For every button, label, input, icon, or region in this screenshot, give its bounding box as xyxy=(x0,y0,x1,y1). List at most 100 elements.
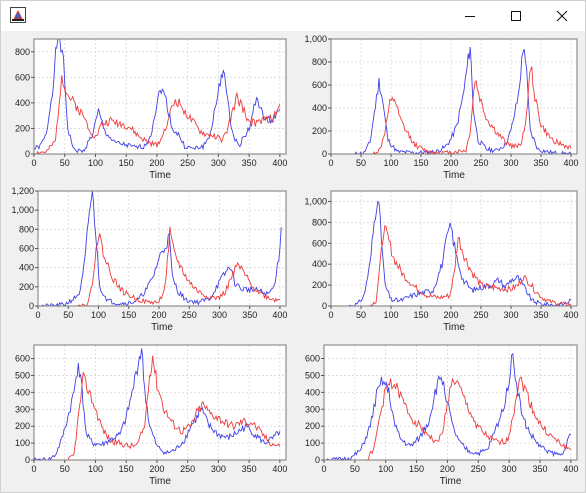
y-tick-label: 1,200 xyxy=(11,186,34,196)
maximize-button[interactable] xyxy=(493,1,539,31)
x-tick-label: 0 xyxy=(321,464,326,474)
x-tick-label: 350 xyxy=(533,158,548,168)
x-tick-label: 250 xyxy=(473,310,488,320)
x-tick-label: 250 xyxy=(471,464,486,474)
y-tick-label: 600 xyxy=(305,354,320,364)
x-tick-label: 300 xyxy=(211,464,226,474)
y-tick-label: 400 xyxy=(19,263,34,273)
x-tick-label: 400 xyxy=(563,310,578,320)
x-tick-label: 150 xyxy=(121,310,136,320)
y-tick-label: 0 xyxy=(322,301,327,311)
plot-area xyxy=(331,39,577,154)
x-axis-label: Time xyxy=(443,170,465,181)
y-tick-label: 800 xyxy=(312,57,327,67)
x-tick-label: 0 xyxy=(328,158,333,168)
plot-frame xyxy=(330,38,578,155)
x-tick-label: 200 xyxy=(440,464,455,474)
x-axis-label: Time xyxy=(149,170,171,181)
x-tick-label: 250 xyxy=(182,310,197,320)
series-line-blue xyxy=(38,190,282,308)
y-tick-label: 200 xyxy=(15,123,30,133)
x-tick-label: 150 xyxy=(413,310,428,320)
y-tick-label: 800 xyxy=(15,47,30,57)
y-tick-label: 500 xyxy=(305,370,320,380)
y-tick-label: 0 xyxy=(29,301,34,311)
x-tick-label: 50 xyxy=(60,158,70,168)
series-line-red xyxy=(34,355,281,461)
minimize-button[interactable] xyxy=(447,1,493,31)
close-icon xyxy=(556,10,568,22)
minimize-icon xyxy=(465,16,475,17)
x-tick-label: 50 xyxy=(350,464,360,474)
y-tick-label: 600 xyxy=(19,244,34,254)
x-tick-label: 350 xyxy=(242,158,257,168)
x-tick-label: 150 xyxy=(119,158,134,168)
y-tick-label: 200 xyxy=(19,282,34,292)
x-tick-label: 350 xyxy=(532,464,547,474)
x-axis-label: Time xyxy=(151,322,173,333)
y-tick-label: 100 xyxy=(305,438,320,448)
x-tick-label: 50 xyxy=(60,464,70,474)
y-tick-label: 1,000 xyxy=(304,34,327,44)
x-tick-label: 400 xyxy=(272,158,287,168)
x-tick-label: 100 xyxy=(88,158,103,168)
chart-panel-2: 0 50 100 150 200 250 300 350 400 0 200 400 600 800 1,0… xyxy=(304,34,578,181)
x-tick-label: 350 xyxy=(533,310,548,320)
x-tick-label: 0 xyxy=(31,464,36,474)
y-tick-label: 600 xyxy=(312,238,327,248)
chart-grid: 0 50 100 150 200 250 300 350 400 0 200 400 600 800 Tim… xyxy=(11,34,579,487)
plot-area xyxy=(331,191,577,306)
chart-panel-6: 0 50 100 150 200 250 300 350 400 0 100 200 300 400 500… xyxy=(305,344,578,487)
x-tick-label: 100 xyxy=(88,464,103,474)
plot-frame xyxy=(330,190,578,307)
x-tick-label: 300 xyxy=(212,310,227,320)
y-tick-label: 100 xyxy=(15,438,30,448)
y-tick-label: 200 xyxy=(15,421,30,431)
title-bar[interactable] xyxy=(1,1,585,31)
x-tick-label: 400 xyxy=(563,158,578,168)
plot-area xyxy=(34,39,286,154)
x-tick-label: 0 xyxy=(35,310,40,320)
series-line-blue xyxy=(33,38,281,154)
x-tick-label: 150 xyxy=(119,464,134,474)
chart-panel-1: 0 50 100 150 200 250 300 350 400 0 200 400 600 800 Tim… xyxy=(15,38,287,181)
y-tick-label: 200 xyxy=(312,280,327,290)
series-line-blue xyxy=(33,348,281,461)
plot-frame xyxy=(33,38,287,155)
x-tick-label: 300 xyxy=(503,310,518,320)
x-tick-label: 0 xyxy=(31,158,36,168)
series-line-red xyxy=(38,226,281,307)
x-tick-label: 400 xyxy=(563,464,578,474)
x-tick-label: 50 xyxy=(356,310,366,320)
y-tick-label: 200 xyxy=(312,126,327,136)
x-tick-label: 100 xyxy=(383,310,398,320)
plot-area xyxy=(324,345,577,460)
plot-frame xyxy=(33,344,287,461)
maximize-icon xyxy=(511,11,521,21)
close-button[interactable] xyxy=(539,1,585,31)
y-tick-label: 0 xyxy=(25,455,30,465)
y-tick-label: 800 xyxy=(312,217,327,227)
series-line-red xyxy=(331,224,572,307)
y-tick-label: 0 xyxy=(315,455,320,465)
x-tick-label: 0 xyxy=(328,310,333,320)
y-tick-label: 400 xyxy=(312,103,327,113)
y-tick-label: 200 xyxy=(305,421,320,431)
y-tick-label: 600 xyxy=(312,80,327,90)
x-tick-label: 200 xyxy=(443,158,458,168)
java-app-icon xyxy=(10,7,26,23)
x-tick-label: 200 xyxy=(149,464,164,474)
chart-panel-4: 0 50 100 150 200 250 300 350 400 0 200 400 600 800 1,0… xyxy=(304,190,579,333)
y-tick-label: 0 xyxy=(322,149,327,159)
x-axis-label: Time xyxy=(440,476,462,487)
y-tick-label: 1,000 xyxy=(11,205,34,215)
x-tick-label: 200 xyxy=(443,310,458,320)
x-tick-label: 150 xyxy=(409,464,424,474)
series-line-red xyxy=(33,75,281,155)
x-tick-label: 200 xyxy=(149,158,164,168)
x-axis-label: Time xyxy=(149,476,171,487)
x-tick-label: 100 xyxy=(383,158,398,168)
x-tick-label: 200 xyxy=(151,310,166,320)
y-tick-label: 600 xyxy=(15,354,30,364)
y-tick-label: 400 xyxy=(15,387,30,397)
